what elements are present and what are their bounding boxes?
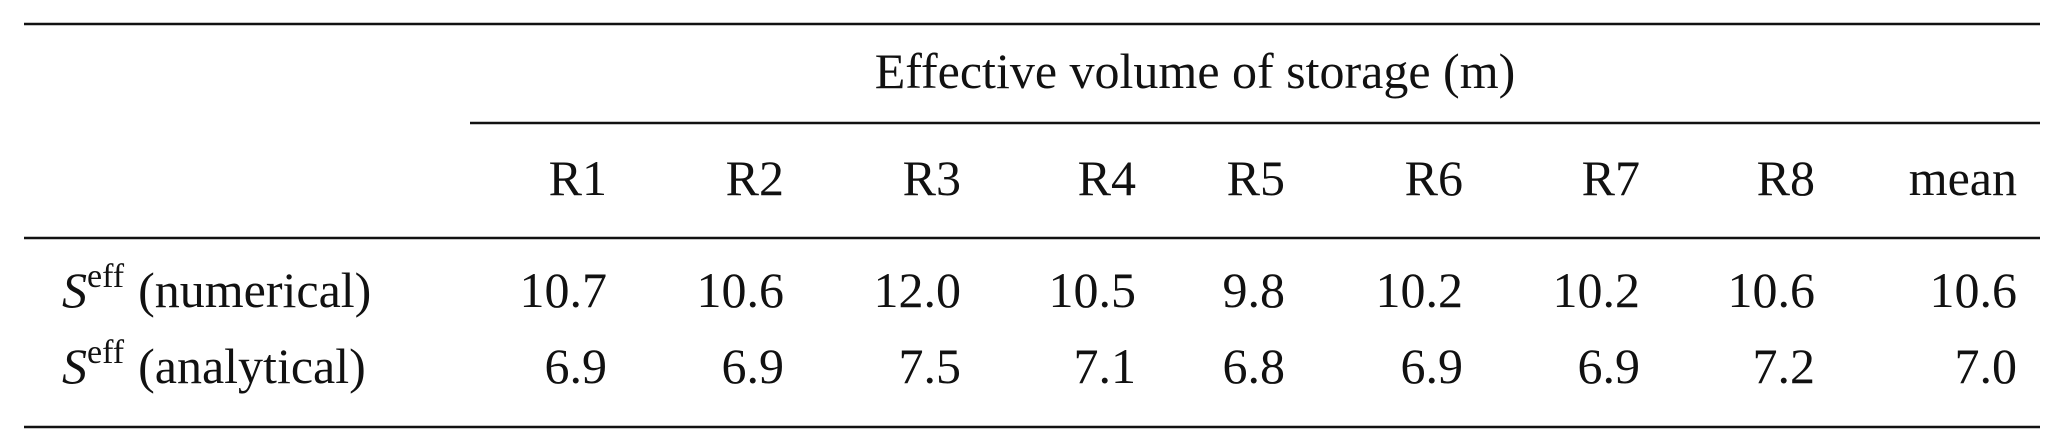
cell: 7.2 bbox=[1753, 338, 1816, 394]
cell: 7.0 bbox=[1955, 338, 2018, 394]
column-header: R1 bbox=[549, 150, 607, 206]
column-header: R8 bbox=[1757, 150, 1815, 206]
cell: 6.9 bbox=[1401, 338, 1464, 394]
cell: 10.6 bbox=[697, 262, 785, 318]
column-header: R6 bbox=[1405, 150, 1463, 206]
cell: 10.2 bbox=[1376, 262, 1464, 318]
row-label: Seff (analytical) bbox=[62, 334, 366, 394]
row-label: Seff (numerical) bbox=[62, 258, 371, 318]
cell: 10.2 bbox=[1553, 262, 1641, 318]
label-text: (numerical) bbox=[138, 262, 371, 318]
cell: 10.6 bbox=[1728, 262, 1816, 318]
cell: 10.6 bbox=[1930, 262, 2018, 318]
column-header: R3 bbox=[903, 150, 961, 206]
superscript: eff bbox=[87, 258, 125, 295]
column-header: R4 bbox=[1078, 150, 1136, 206]
cell: 7.1 bbox=[1074, 338, 1137, 394]
column-header: mean bbox=[1909, 150, 2017, 206]
column-header: R7 bbox=[1582, 150, 1640, 206]
cell: 12.0 bbox=[874, 262, 962, 318]
cell: 10.7 bbox=[520, 262, 608, 318]
cell: 7.5 bbox=[899, 338, 962, 394]
label-text: (analytical) bbox=[138, 338, 366, 394]
symbol: S bbox=[62, 338, 87, 394]
spanning-header: Effective volume of storage (m) bbox=[875, 43, 1516, 99]
cell: 9.8 bbox=[1223, 262, 1286, 318]
cell: 6.9 bbox=[722, 338, 785, 394]
column-header: R2 bbox=[726, 150, 784, 206]
column-header: R5 bbox=[1227, 150, 1285, 206]
superscript: eff bbox=[87, 334, 125, 371]
symbol: S bbox=[62, 262, 87, 318]
cell: 6.9 bbox=[545, 338, 608, 394]
cell: 6.8 bbox=[1223, 338, 1286, 394]
cell: 10.5 bbox=[1049, 262, 1137, 318]
cell: 6.9 bbox=[1578, 338, 1641, 394]
